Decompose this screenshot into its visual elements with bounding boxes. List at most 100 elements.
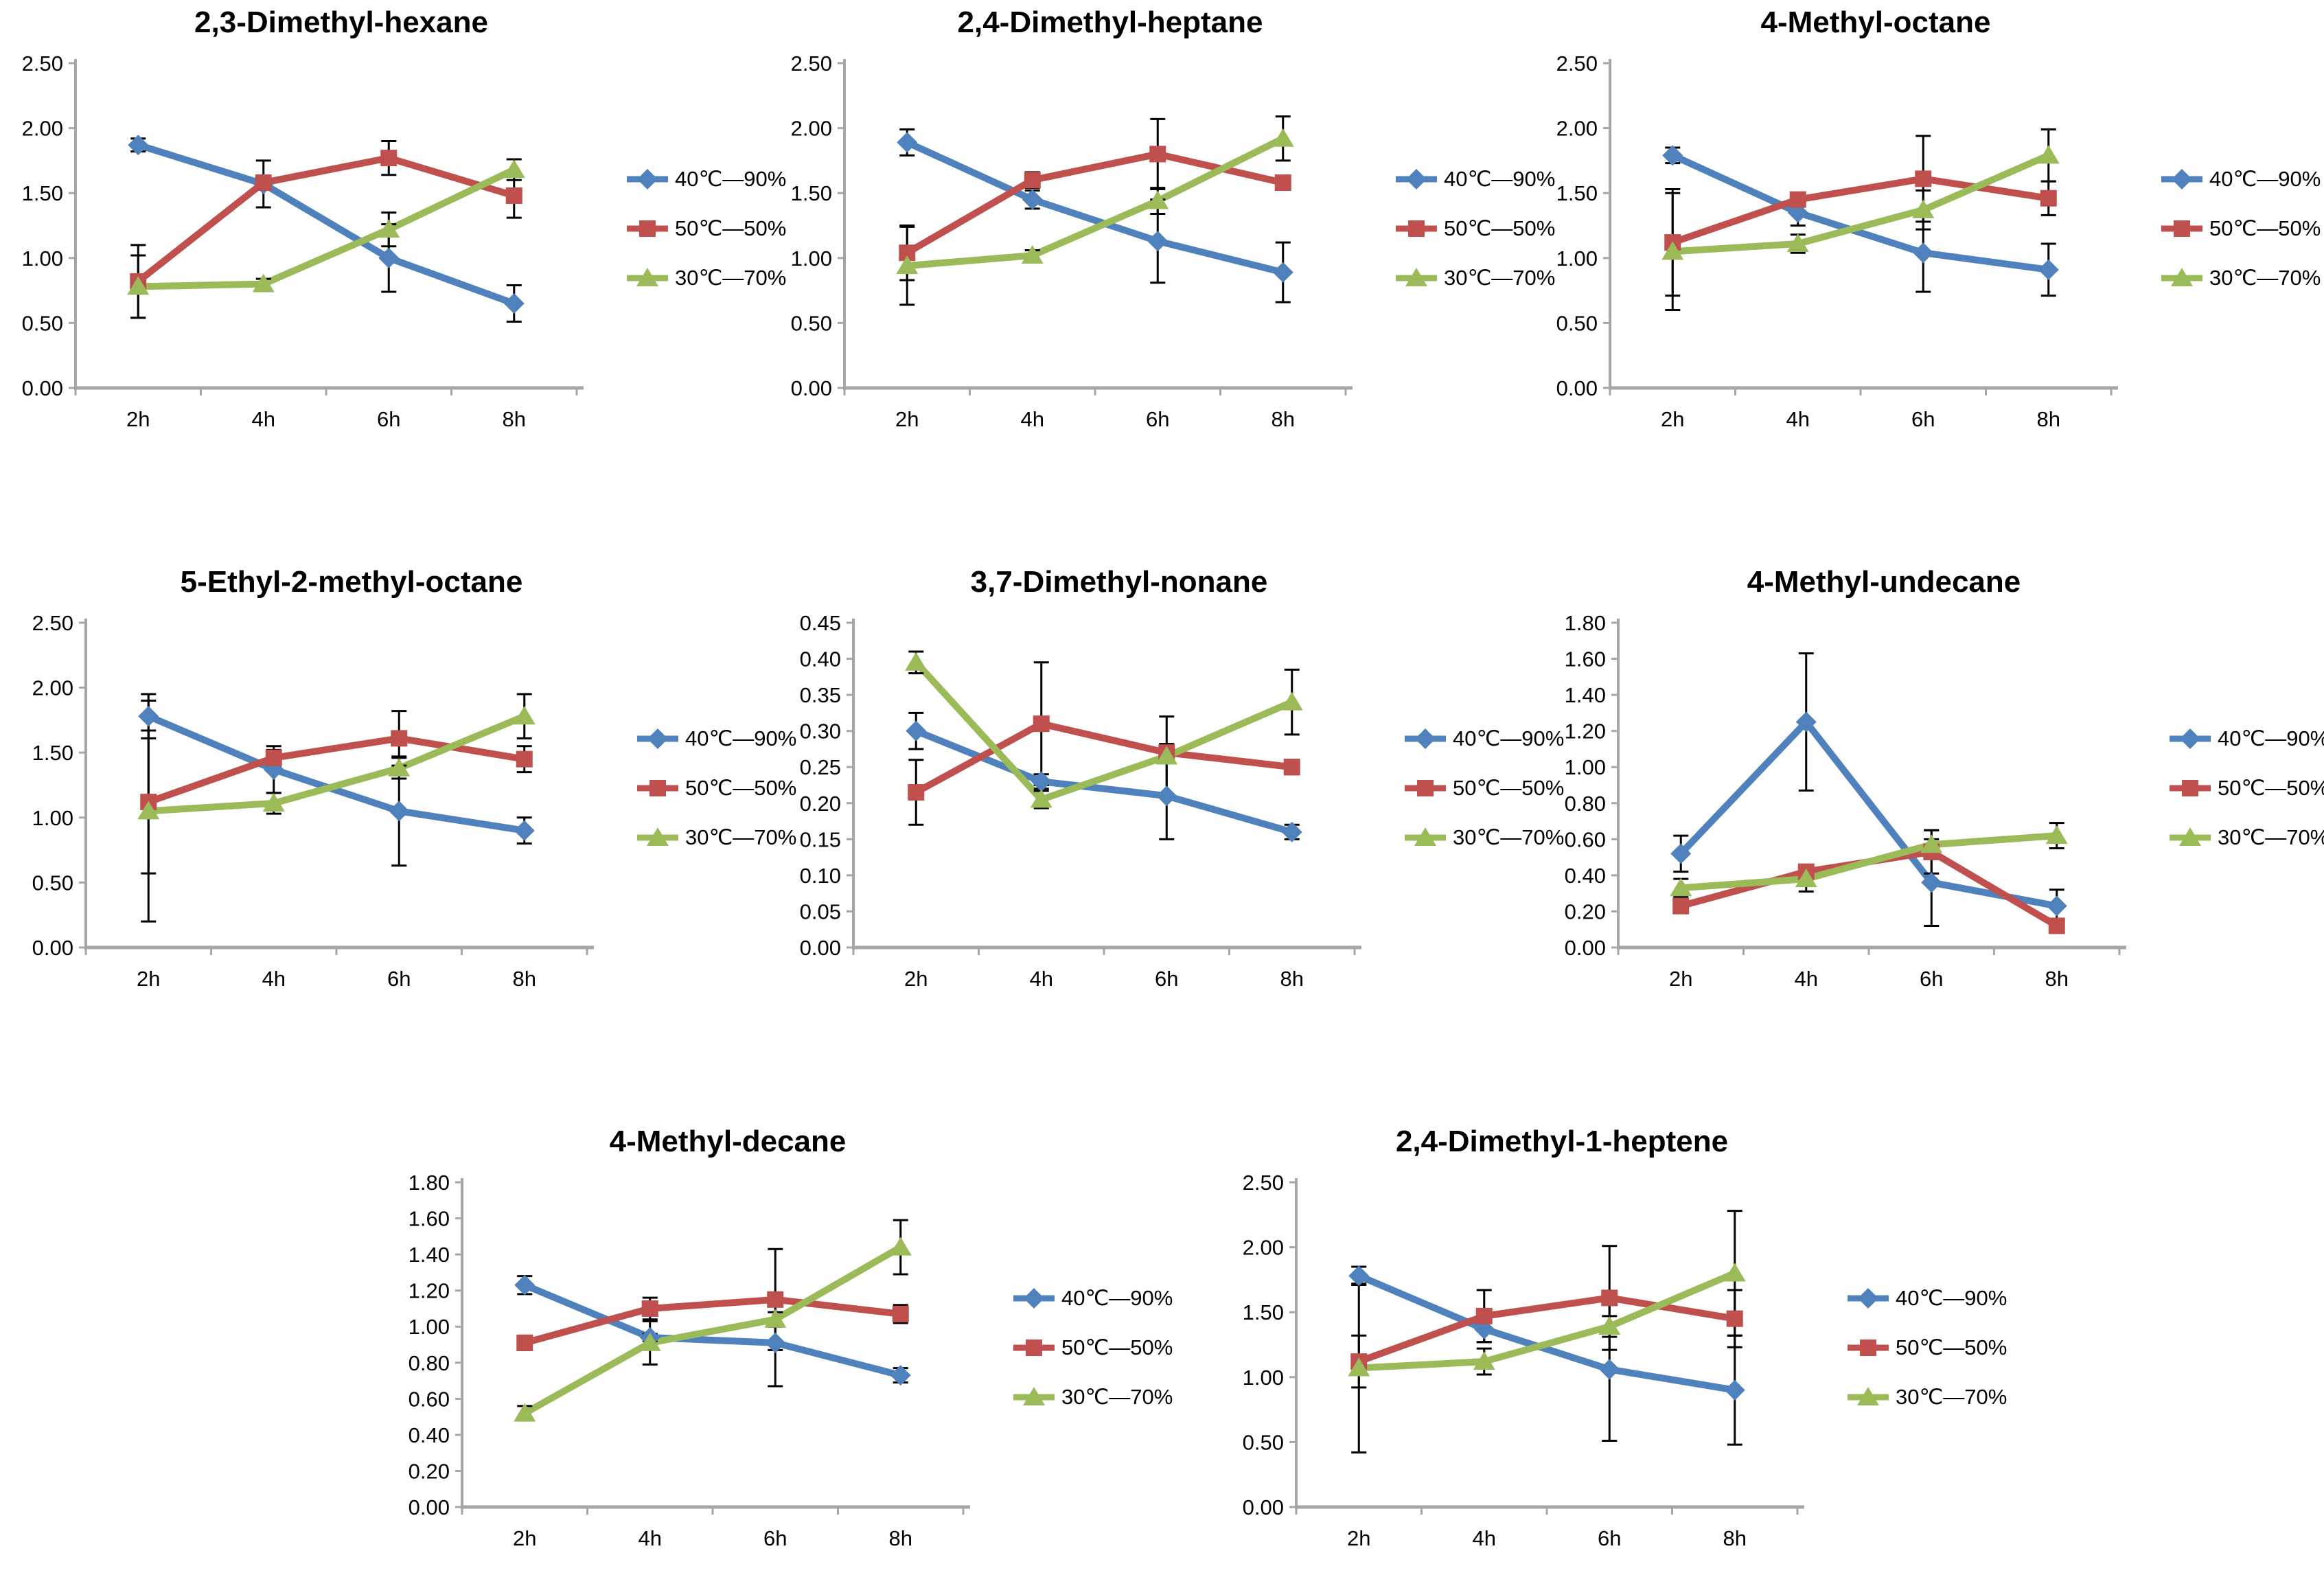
x-tick-label: 4h — [1021, 407, 1044, 431]
x-tick-label: 4h — [262, 967, 286, 991]
diamond-marker-40-90 — [2038, 259, 2059, 280]
legend-marker-triangle-icon — [1848, 1387, 1889, 1405]
x-tick-label: 4h — [1786, 407, 1810, 431]
diamond-marker-40-90 — [1724, 1379, 1745, 1401]
x-tick-label: 6h — [1146, 407, 1169, 431]
diamond-marker-40-90 — [890, 1365, 911, 1386]
triangle-marker-30-70 — [2037, 145, 2060, 164]
series-line-50-50 — [523, 1296, 901, 1346]
diamond-marker-40-90 — [765, 1332, 786, 1353]
legend-square — [1408, 220, 1425, 237]
y-tick-label: 0.35 — [800, 683, 841, 707]
square-marker-50-50 — [505, 187, 522, 204]
legend-diamond — [637, 169, 658, 189]
triangle-marker-30-70 — [1920, 834, 1943, 853]
y-tick-label: 0.50 — [32, 871, 73, 895]
square-marker-50-50 — [1726, 1310, 1743, 1327]
legend-label: 40℃—90% — [1896, 1286, 2007, 1310]
legend-square — [2174, 220, 2190, 237]
legend-item-40-90: 40℃—90% — [2160, 167, 2321, 192]
square-marker-50-50 — [2048, 917, 2065, 934]
square-marker-50-50 — [767, 1291, 784, 1308]
y-tick-label: 2.00 — [22, 117, 63, 141]
diamond-marker-40-90 — [503, 293, 525, 314]
legend-label: 30℃—70% — [1453, 825, 1565, 849]
legend-marker-triangle-icon — [1396, 268, 1437, 286]
legend-item-40-90: 40℃—90% — [1394, 167, 1555, 192]
y-tick-label: 1.50 — [791, 181, 832, 205]
y-tick-label: 0.80 — [1565, 792, 1606, 816]
y-tick-label: 0.60 — [409, 1387, 450, 1411]
series-line-30-70 — [1672, 152, 2050, 255]
triangle-marker-30-70 — [2045, 825, 2068, 844]
y-tick-label: 0.00 — [409, 1495, 450, 1519]
legend-label: 40℃—90% — [685, 726, 797, 750]
triangle-marker-30-70 — [905, 652, 928, 671]
y-tick-label: 1.00 — [1565, 755, 1606, 779]
legend-item-40-90: 40℃—90% — [2168, 726, 2324, 751]
square-marker-50-50 — [1915, 170, 1932, 187]
y-tick-label: 1.60 — [409, 1207, 450, 1231]
series-line-40-90 — [137, 141, 516, 307]
chart-5-ethyl-2-methyl-octane: 5-Ethyl-2-methyl-octane 0.00 0.50 1.00 1.50 2… — [21, 565, 797, 1015]
x-tick-label: 8h — [513, 967, 536, 991]
square-marker-50-50 — [1789, 191, 1806, 208]
triangle-marker-30-70 — [1670, 877, 1692, 897]
y-tick-label: 2.50 — [1556, 51, 1598, 76]
legend-diamond — [1024, 1288, 1044, 1309]
triangle-marker-30-70 — [1155, 746, 1178, 765]
legend-label: 30℃—70% — [675, 266, 787, 290]
y-tick-label: 2.50 — [32, 611, 73, 635]
legend-marker-diamond-icon — [1013, 1288, 1055, 1309]
x-tick-label: 4h — [1473, 1526, 1496, 1550]
y-tick-label: 1.40 — [1565, 683, 1606, 707]
legend-item-50-50: 50℃—50% — [1846, 1335, 2007, 1360]
legend-label: 50℃—50% — [1896, 1335, 2007, 1359]
y-tick-label: 1.00 — [22, 246, 63, 271]
legend-item-40-90: 40℃—90% — [1846, 1286, 2007, 1311]
square-marker-50-50 — [1475, 1307, 1493, 1324]
legend-marker-square-icon — [637, 780, 678, 796]
legend-label: 30℃—70% — [685, 825, 797, 849]
triangle-marker-30-70 — [764, 1309, 787, 1328]
legend-label: 40℃—90% — [1444, 167, 1556, 191]
legend-item-30-70: 30℃—70% — [1403, 825, 1564, 850]
diamond-marker-40-90 — [389, 801, 410, 822]
series-line-40-90 — [1357, 1272, 1736, 1394]
y-tick-label: 0.20 — [409, 1459, 450, 1483]
chart-legend: 40℃—90% 50℃—50% 30℃—70% — [1846, 1286, 2007, 1410]
square-marker-50-50 — [1283, 759, 1300, 776]
y-tick-label: 1.80 — [1565, 611, 1606, 635]
triangle-marker-30-70 — [503, 159, 525, 179]
legend-marker-triangle-icon — [627, 268, 668, 286]
legend-marker-square-icon — [2170, 780, 2211, 796]
y-tick-label: 0.50 — [1243, 1430, 1284, 1454]
legend-item-30-70: 30℃—70% — [1846, 1385, 2007, 1410]
legend-label: 50℃—50% — [1444, 216, 1556, 240]
chart-plot: 0.00 0.20 0.40 0.60 0.80 1.00 1.20 1.40 1.60 1.80… — [1565, 611, 2126, 991]
triangle-marker-30-70 — [1661, 241, 1684, 260]
square-marker-50-50 — [516, 1334, 533, 1351]
series-line-30-70 — [906, 135, 1285, 270]
square-marker-50-50 — [1033, 715, 1050, 733]
legend-marker-diamond-icon — [1848, 1288, 1889, 1309]
x-tick-label: 6h — [1911, 407, 1935, 431]
x-tick-label: 8h — [1272, 407, 1295, 431]
y-tick-label: 1.50 — [22, 181, 63, 205]
triangle-marker-30-70 — [1280, 691, 1303, 711]
legend-item-50-50: 50℃—50% — [2168, 776, 2324, 801]
legend-item-50-50: 50℃—50% — [1394, 216, 1555, 241]
legend-label: 50℃—50% — [1061, 1335, 1173, 1359]
legend-item-50-50: 50℃—50% — [1012, 1335, 1173, 1360]
y-tick-label: 0.25 — [800, 755, 841, 779]
diamond-marker-40-90 — [1913, 242, 1934, 264]
y-tick-label: 0.00 — [32, 936, 73, 960]
chart-legend: 40℃—90% 50℃—50% 30℃—70% — [2160, 167, 2321, 290]
square-marker-50-50 — [1672, 897, 1690, 915]
legend-diamond — [1858, 1288, 1878, 1309]
y-tick-label: 2.00 — [1243, 1236, 1284, 1260]
y-tick-label: 1.60 — [1565, 647, 1606, 671]
legend-item-30-70: 30℃—70% — [2160, 266, 2321, 290]
triangle-marker-30-70 — [1912, 199, 1935, 218]
legend-item-30-70: 30℃—70% — [636, 825, 796, 850]
